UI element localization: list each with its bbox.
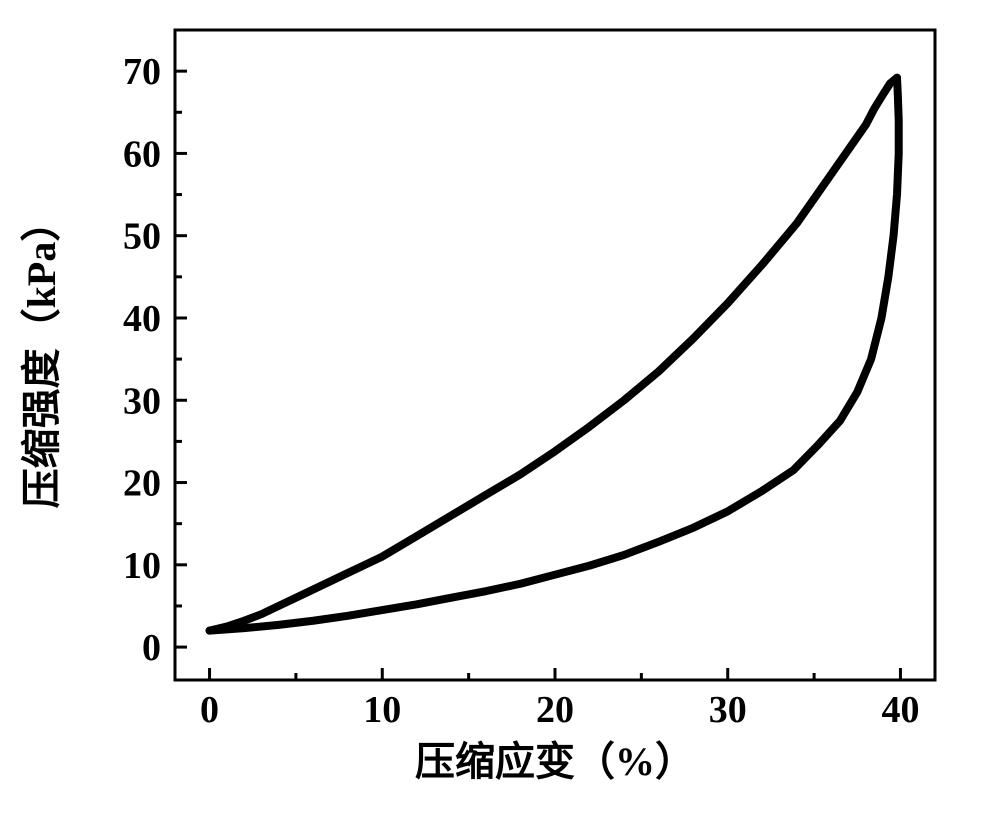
y-axis-label: 压缩强度（kPa） [19, 202, 64, 509]
x-tick-label: 20 [536, 689, 574, 731]
y-tick-label: 20 [123, 463, 161, 505]
y-tick-label: 40 [123, 298, 161, 340]
y-tick-label: 30 [123, 380, 161, 422]
x-tick-label: 10 [363, 689, 401, 731]
loading-curve [210, 78, 897, 631]
plot-frame [175, 30, 935, 680]
chart-container: 0 10 20 30 40 0 10 20 30 40 50 60 70 压缩应变（%） 压缩强度（kPa） [0, 0, 1000, 816]
x-tick-label: 0 [200, 689, 219, 731]
hysteresis-chart: 0 10 20 30 40 0 10 20 30 40 50 60 70 压缩应变（%） 压缩强度（kPa） [0, 0, 1000, 816]
y-tick-label: 0 [142, 627, 161, 669]
x-tick-label: 40 [881, 689, 919, 731]
x-axis-label: 压缩应变（%） [415, 739, 695, 784]
y-tick-label: 60 [123, 133, 161, 175]
y-tick-label: 50 [123, 216, 161, 258]
unloading-curve [210, 78, 899, 631]
x-tick-label: 30 [709, 689, 747, 731]
y-tick-label: 70 [123, 51, 161, 93]
y-tick-label: 10 [123, 545, 161, 587]
